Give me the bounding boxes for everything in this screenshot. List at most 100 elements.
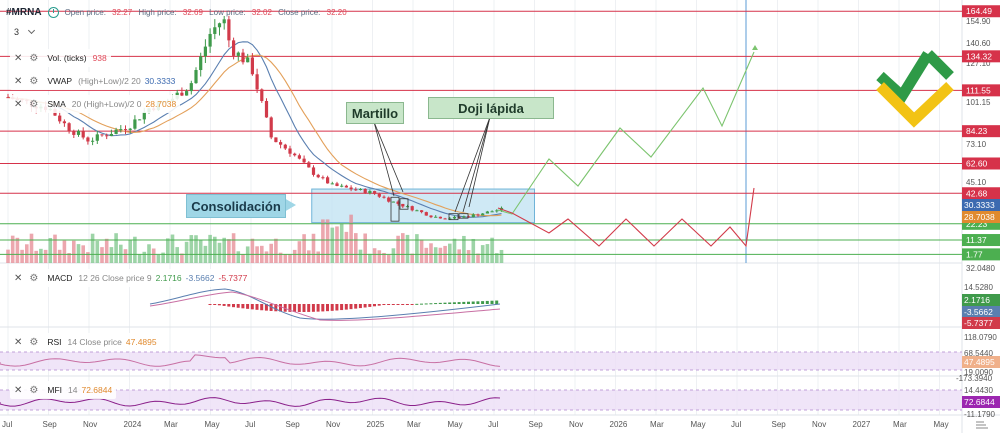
volume-bar bbox=[166, 238, 170, 263]
macd-histogram-bar bbox=[485, 300, 489, 304]
mfi-band bbox=[0, 390, 962, 410]
volume-bar bbox=[34, 250, 38, 263]
rsi-tag-label: 47.4895 bbox=[964, 357, 995, 367]
candle bbox=[269, 117, 273, 138]
clock-icon[interactable] bbox=[47, 6, 59, 18]
candle bbox=[410, 206, 414, 211]
macd-histogram-bar bbox=[316, 304, 320, 312]
candle bbox=[448, 218, 452, 220]
candle bbox=[467, 216, 471, 218]
macd-histogram-bar bbox=[321, 304, 325, 312]
low-label: Low price: bbox=[209, 7, 246, 17]
candle bbox=[217, 23, 222, 28]
annotation-doji-lapida[interactable]: Doji lápida bbox=[428, 97, 554, 119]
macd-histogram-bar bbox=[415, 303, 419, 305]
indicator-value: -5.7377 bbox=[218, 273, 248, 283]
volume-bar bbox=[76, 244, 81, 263]
macd-tag-label: 2.1716 bbox=[964, 295, 990, 305]
close-icon[interactable]: ✕ bbox=[14, 272, 23, 284]
candle bbox=[81, 130, 85, 138]
interval-value[interactable]: 3 bbox=[14, 27, 20, 37]
volume-bar bbox=[194, 235, 198, 263]
candle bbox=[391, 201, 395, 203]
macd-histogram-bar bbox=[340, 304, 344, 311]
macd-tag-label: -3.5662 bbox=[964, 307, 993, 317]
low-value: 32.02 bbox=[251, 7, 272, 17]
volume-bar bbox=[133, 236, 137, 263]
macd-histogram-bar bbox=[448, 302, 452, 304]
candle bbox=[123, 129, 128, 131]
candle bbox=[302, 158, 306, 163]
volume-bar bbox=[222, 237, 226, 263]
candle bbox=[382, 196, 386, 198]
gear-icon[interactable]: ⚙ bbox=[29, 75, 39, 87]
interval-selector[interactable]: 3 bbox=[14, 24, 54, 40]
volume-bar bbox=[10, 235, 15, 263]
gear-icon[interactable]: ⚙ bbox=[29, 98, 39, 110]
candle bbox=[100, 134, 104, 136]
chevron-down-icon[interactable] bbox=[27, 26, 36, 35]
candle bbox=[274, 137, 278, 143]
volume-bar bbox=[490, 237, 494, 263]
volume-bar bbox=[156, 254, 161, 263]
annotation-pointer bbox=[373, 121, 395, 197]
candle bbox=[250, 57, 254, 75]
volume-bar bbox=[429, 243, 433, 263]
macd-line bbox=[149, 288, 501, 320]
macd-histogram-bar bbox=[354, 304, 358, 309]
time-axis-label: Nov bbox=[83, 420, 97, 429]
candle bbox=[283, 144, 287, 149]
close-icon[interactable]: ✕ bbox=[14, 336, 23, 348]
candle bbox=[128, 128, 132, 130]
indicator-value: 72.6844 bbox=[81, 385, 113, 395]
candle bbox=[377, 193, 381, 197]
candle bbox=[401, 203, 405, 207]
macd-histogram-bar bbox=[358, 304, 362, 309]
macd-histogram-bar bbox=[410, 304, 414, 305]
volume-bar bbox=[438, 247, 443, 263]
macd-tag bbox=[962, 306, 1000, 318]
doji-box bbox=[448, 213, 459, 221]
level-tag bbox=[962, 234, 1000, 247]
candle bbox=[203, 46, 207, 57]
gear-icon[interactable]: ⚙ bbox=[29, 336, 39, 348]
annotation-martillo[interactable]: Martillo bbox=[346, 102, 404, 124]
volume-bar bbox=[499, 249, 504, 263]
close-icon[interactable]: ✕ bbox=[14, 98, 23, 110]
level-tag-label: 1.77 bbox=[966, 249, 983, 259]
volume-bar bbox=[274, 238, 278, 263]
time-axis-label: May bbox=[691, 420, 706, 429]
gear-icon[interactable]: ⚙ bbox=[29, 272, 39, 284]
legend-rsi: ✕ ⚙ RSI 14 Close price 47.4895 bbox=[10, 333, 161, 351]
annotation-consolidacion[interactable]: Consolidación bbox=[186, 194, 286, 218]
volume-bar bbox=[198, 240, 203, 263]
macd-histogram-bar bbox=[213, 304, 217, 305]
close-icon[interactable]: ✕ bbox=[14, 75, 23, 87]
volume-bar bbox=[462, 235, 466, 263]
candle bbox=[415, 210, 419, 212]
candle bbox=[114, 129, 118, 134]
candle bbox=[495, 210, 499, 212]
candle bbox=[222, 19, 226, 24]
candle bbox=[189, 83, 193, 92]
gear-icon[interactable]: ⚙ bbox=[29, 384, 39, 396]
candle bbox=[396, 201, 400, 204]
volume-bar bbox=[415, 234, 419, 263]
volume-bar bbox=[184, 241, 189, 263]
candle bbox=[335, 183, 339, 186]
indicator-name: RSI bbox=[47, 337, 62, 347]
gear-icon[interactable]: ⚙ bbox=[29, 52, 39, 64]
close-icon[interactable]: ✕ bbox=[14, 52, 23, 64]
volume-bar bbox=[424, 247, 429, 263]
time-axis-label: Mar bbox=[893, 420, 907, 429]
close-icon[interactable]: ✕ bbox=[14, 384, 23, 396]
candle bbox=[194, 70, 198, 84]
macd-histogram-bar bbox=[274, 304, 278, 312]
macd-histogram-bar bbox=[434, 303, 438, 305]
volume-bar bbox=[288, 254, 292, 263]
ticker-symbol[interactable]: #MRNA bbox=[6, 6, 42, 18]
rsi-axis-tick: 19.0090 bbox=[964, 368, 993, 377]
macd-histogram-bar bbox=[490, 300, 494, 304]
macd-histogram-bar bbox=[420, 303, 423, 305]
